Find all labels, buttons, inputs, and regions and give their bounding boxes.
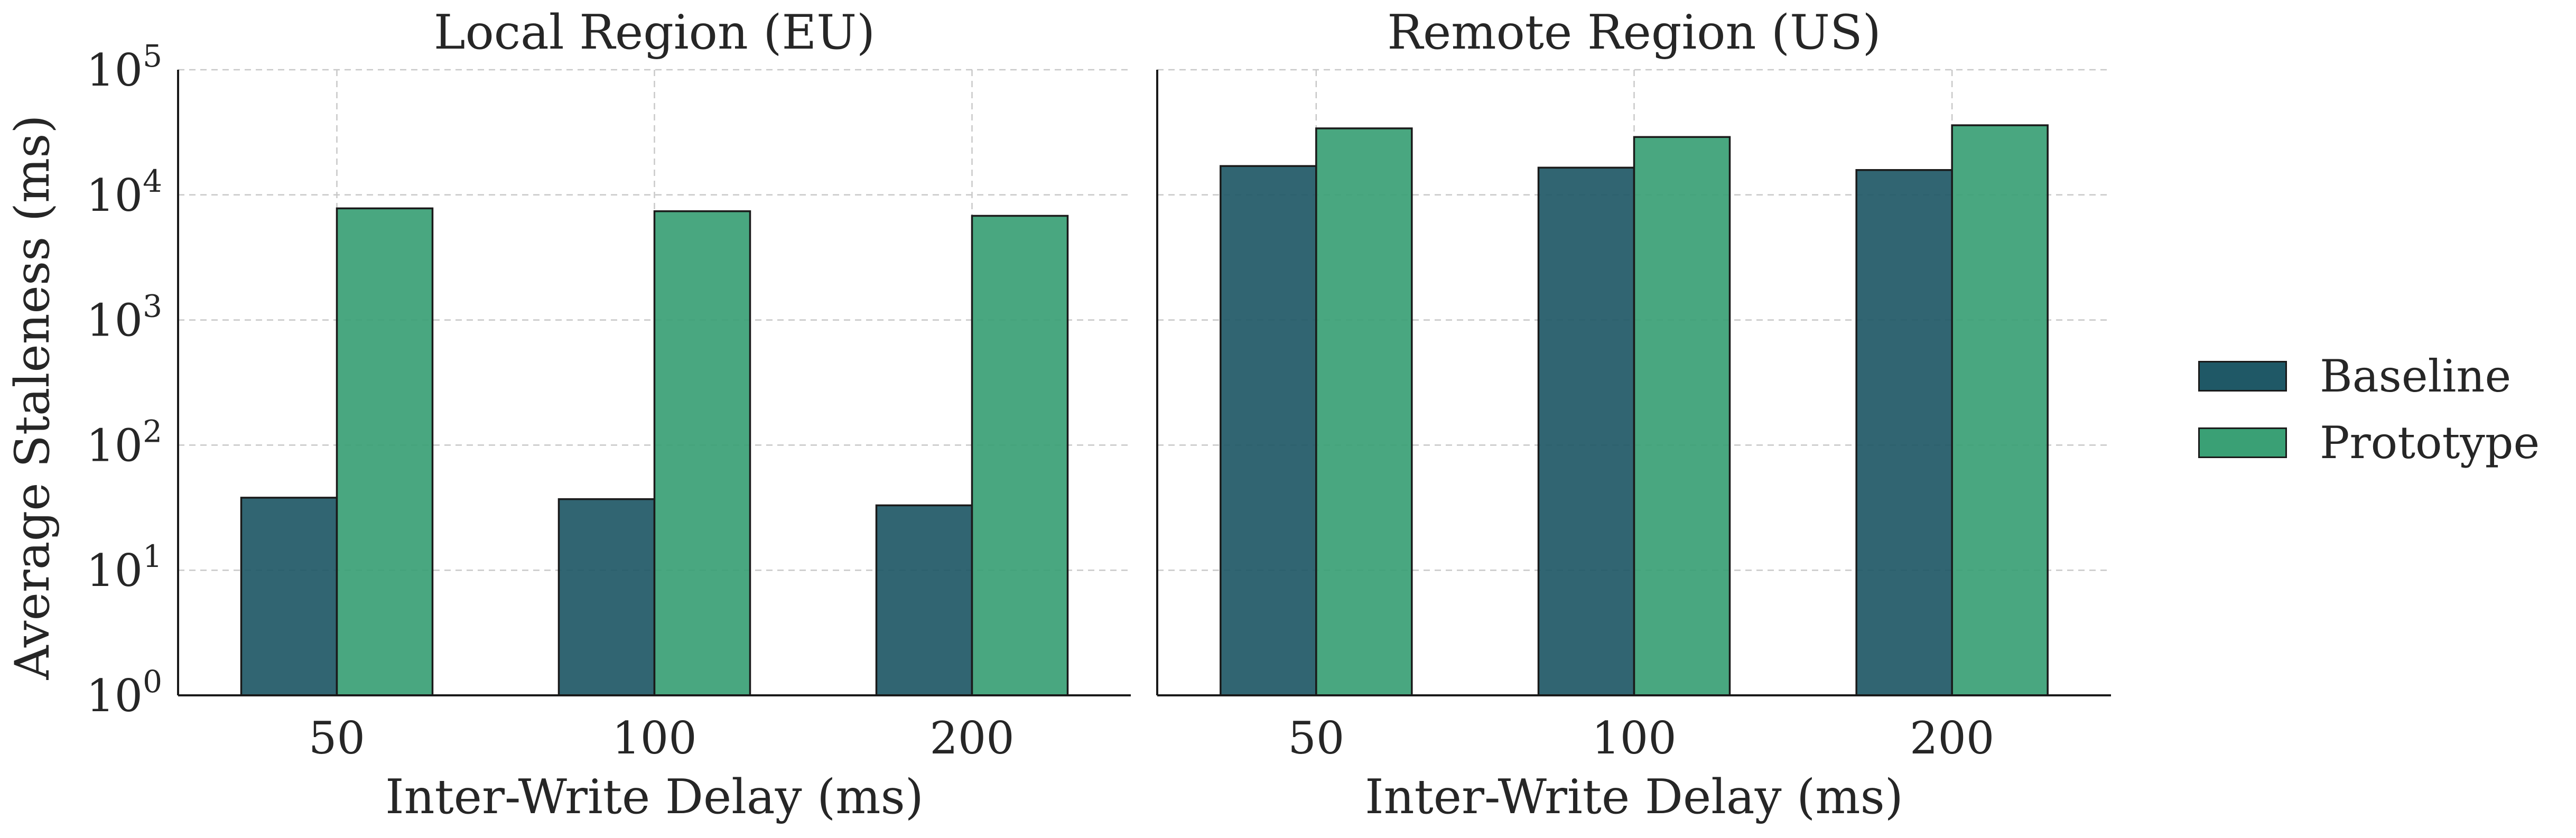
bar-prototype-200 <box>1951 124 2049 696</box>
bar-baseline-100 <box>557 498 656 696</box>
x-axis-label: Inter-Write Delay (ms) <box>385 769 924 825</box>
legend-label-prototype: Prototype <box>2320 417 2540 469</box>
bar-prototype-50 <box>1315 127 1413 696</box>
legend-swatch-prototype <box>2198 427 2287 458</box>
legend-item-prototype: Prototype <box>2198 417 2568 469</box>
legend: Baseline Prototype <box>2198 350 2568 488</box>
x-tick-label: 100 <box>1592 712 1676 764</box>
x-tick-label: 50 <box>309 712 365 764</box>
chart-title: Local Region (EU) <box>434 5 875 60</box>
bar-prototype-200 <box>971 215 1069 696</box>
y-axis-label: Average Staleness (ms) <box>5 115 60 680</box>
x-tick-label: 100 <box>612 712 696 764</box>
bar-baseline-50 <box>240 497 338 696</box>
legend-item-baseline: Baseline <box>2198 350 2568 402</box>
x-tick-label: 50 <box>1288 712 1344 764</box>
bar-baseline-100 <box>1537 166 1635 696</box>
x-tick-label: 200 <box>929 712 1014 764</box>
y-tick-label: 102 <box>86 413 162 471</box>
bar-baseline-200 <box>875 504 973 696</box>
x-axis-label: Inter-Write Delay (ms) <box>1365 769 1903 825</box>
bar-prototype-100 <box>653 210 751 696</box>
y-tick-label: 105 <box>86 38 162 96</box>
y-tick-label: 101 <box>86 538 162 597</box>
bar-baseline-200 <box>1855 169 1953 696</box>
y-tick-label: 103 <box>86 288 162 347</box>
y-tick-label: 100 <box>86 664 162 722</box>
x-tick-label: 200 <box>1910 712 1994 764</box>
legend-swatch-baseline <box>2198 361 2287 392</box>
bar-baseline-50 <box>1220 165 1317 696</box>
chart-title: Remote Region (US) <box>1387 5 1881 60</box>
y-tick-label: 104 <box>86 163 162 221</box>
bar-prototype-50 <box>336 207 434 696</box>
legend-label-baseline: Baseline <box>2320 350 2512 402</box>
bar-prototype-100 <box>1633 136 1731 696</box>
